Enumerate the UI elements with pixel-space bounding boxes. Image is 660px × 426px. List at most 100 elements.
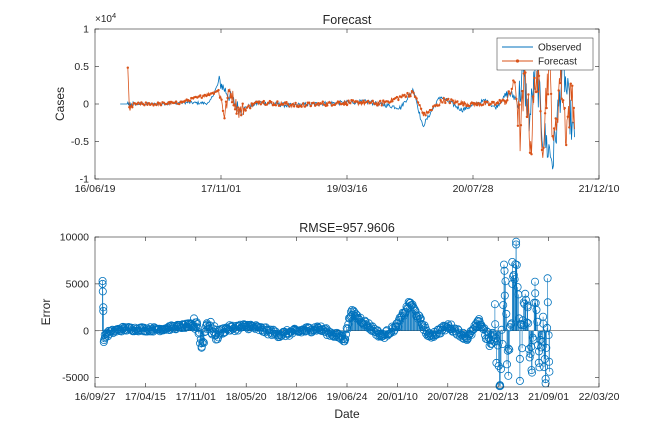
error-marker [515,376,524,385]
forecast-ytick-label: -1 [80,174,89,186]
forecast-point [333,103,337,107]
error-xtick-label: 22/03/20 [579,391,620,403]
forecast-point [241,102,244,105]
error-marker [535,347,544,356]
forecast-point [528,151,532,154]
forecast-point [367,99,370,103]
forecast-point [427,111,430,114]
forecast-point [500,100,503,103]
error-ylabel: Error [39,299,53,326]
forecast-point [539,110,542,113]
forecast-point [288,105,291,108]
forecast-point [489,103,492,106]
error-marker [282,329,291,338]
forecast-point [286,103,290,106]
forecast-point [270,100,273,104]
forecast-point [258,100,261,103]
error-marker [199,338,208,347]
error-marker [524,345,533,354]
forecast-point [545,106,548,110]
error-xlabel: Date [334,407,360,421]
forecast-point [518,103,521,107]
forecast-point [481,103,485,106]
forecast-point [135,103,138,106]
forecast-y-exponent-power: 4 [112,11,116,20]
error-xtick-label: 20/07/28 [427,391,468,403]
error-marker [535,363,544,372]
forecast-point [551,135,554,138]
forecast-point [560,97,563,100]
error-marker [340,335,349,344]
forecast-point [549,92,553,96]
forecast-point [370,101,373,104]
error-marker [524,319,533,328]
forecast-point [451,99,454,102]
legend-observed-label: Observed [538,43,581,54]
error-xtick-label: 18/12/06 [276,391,317,403]
error-marker [502,309,511,318]
error-marker [295,326,304,335]
forecast-point [512,79,515,82]
error-marker [527,366,536,375]
forecast-point [524,71,527,74]
error-marker [544,331,553,340]
forecast-y-exponent-base: ×10 [95,14,112,25]
forecast-point [525,115,529,119]
forecast-point [412,91,415,95]
legend-forecast-label: Forecast [538,57,577,68]
forecast-point [302,102,305,105]
forecast-point [531,95,535,98]
forecast-point [456,100,459,103]
forecast-point [565,143,568,147]
error-ytick-label: 5000 [66,278,90,290]
error-marker [275,330,284,339]
forecast-point [460,102,464,105]
error-marker [500,266,509,275]
forecast-point [265,103,269,106]
error-series-layer [95,237,599,391]
forecast-point [382,99,385,102]
forecast-point [462,104,465,107]
error-marker [512,260,521,269]
forecast-point [506,99,509,102]
error-marker [202,319,211,328]
forecast-point [218,96,222,99]
error-marker [540,363,549,372]
error-marker [502,360,511,369]
forecast-point [374,102,377,105]
forecast-ytick-label: 1 [83,24,89,36]
forecast-point [140,101,143,104]
forecast-point [416,101,420,104]
forecast-axes-box [94,28,600,180]
forecast-point [415,97,418,100]
forecast-point [144,101,148,104]
error-marker [478,323,487,332]
forecast-point [441,101,444,104]
forecast-point [400,96,403,99]
forecast-legend: Observed Forecast [496,37,594,71]
forecast-axes: 16/06/19 17/11/01 19/03/16 20/07/28 21/12/10… [53,11,620,195]
forecast-point [562,99,565,102]
forecast-point [312,101,315,105]
forecast-point [178,102,181,106]
forecast-point [300,105,303,108]
error-marker [153,325,162,334]
forecast-point [542,146,545,149]
error-xtick-label: 16/09/27 [75,391,116,403]
error-marker [346,307,355,316]
forecast-ytick-label: 0 [83,99,89,111]
forecast-point [244,109,247,112]
forecast-point [155,103,158,107]
error-marker [521,295,530,304]
forecast-point [406,91,409,95]
error-xtick-label: 19/06/24 [327,391,368,403]
error-marker [392,322,401,331]
error-marker [510,275,519,284]
error-marker [523,303,532,312]
error-marker [542,343,551,352]
error-xtick-label: 20/01/10 [377,391,418,403]
forecast-point [530,153,533,156]
forecast-point [230,101,234,104]
error-title: RMSE=957.9606 [299,221,395,235]
forecast-point [422,111,426,115]
